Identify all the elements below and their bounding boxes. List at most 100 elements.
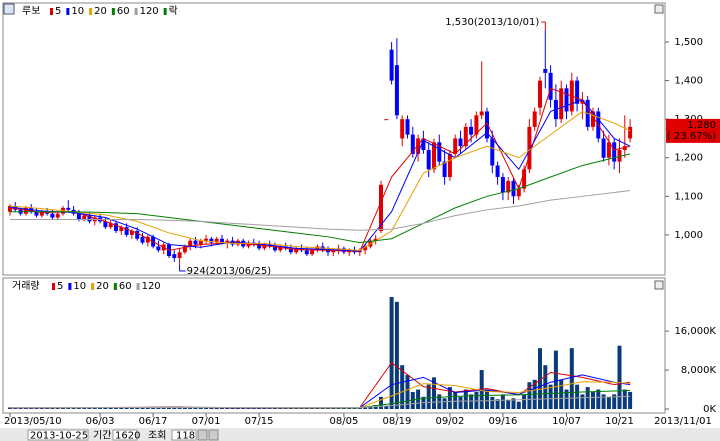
volume-bar xyxy=(591,391,595,409)
price-marker xyxy=(666,118,720,143)
candle-body xyxy=(384,119,389,121)
y-tick-label: 16,000K xyxy=(674,326,716,337)
candle-body xyxy=(87,215,92,222)
legend-label: 20 xyxy=(94,6,107,17)
volume-bar xyxy=(447,387,452,409)
candle-body xyxy=(490,138,495,166)
x-tick-label: 06/03 xyxy=(86,416,115,427)
volume-bar xyxy=(230,407,235,409)
candle-body xyxy=(39,211,44,216)
volume-bar xyxy=(506,400,511,409)
legend-swatch xyxy=(111,8,115,15)
candle-body xyxy=(432,142,436,170)
volume-bar xyxy=(368,406,373,409)
close-button[interactable] xyxy=(654,4,664,14)
volume-bar xyxy=(87,407,92,409)
candle-body xyxy=(273,246,277,251)
candle-body xyxy=(198,240,203,245)
volume-bar xyxy=(304,407,309,409)
candle-body xyxy=(34,211,39,216)
candle-body xyxy=(135,231,140,239)
legend-swatch xyxy=(136,283,140,290)
close-button[interactable] xyxy=(654,280,664,290)
legend-swatch xyxy=(68,283,72,290)
volume-bar xyxy=(341,407,346,409)
query-label: 조회 xyxy=(148,430,166,441)
candle-body xyxy=(400,119,405,139)
candle-body xyxy=(580,99,585,104)
period-label: 기간 xyxy=(93,430,111,441)
candle-body xyxy=(108,223,113,228)
volume-bar xyxy=(140,407,145,409)
volume-bar xyxy=(363,407,368,409)
candle-body xyxy=(628,126,633,139)
volume-bar xyxy=(251,407,256,409)
candle-body xyxy=(559,88,564,120)
candle-body xyxy=(421,138,426,151)
volume-bar xyxy=(384,406,389,409)
volume-bar xyxy=(13,407,18,409)
volume-bar xyxy=(331,407,336,409)
volume-bar xyxy=(288,407,293,409)
volume-bar xyxy=(92,407,97,409)
candle-body xyxy=(463,126,468,147)
candle-body xyxy=(8,205,12,212)
volume-bar xyxy=(347,407,352,409)
volume-bar xyxy=(161,407,166,409)
volume-bar xyxy=(61,407,65,409)
candle-body xyxy=(182,246,187,253)
count-input[interactable] xyxy=(171,429,197,441)
volume-bar xyxy=(432,377,436,409)
candle-body xyxy=(114,223,118,232)
candle-body xyxy=(315,246,320,251)
volume-bar xyxy=(55,407,60,409)
legend-swatch xyxy=(50,8,53,15)
volume-bar xyxy=(124,407,129,409)
candle-body xyxy=(310,250,315,255)
candle-body xyxy=(50,213,55,218)
volume-bar xyxy=(18,407,23,409)
candle-body xyxy=(447,153,452,178)
volume-bar xyxy=(156,407,161,409)
volume-bar xyxy=(394,301,399,409)
icon[interactable] xyxy=(3,3,15,15)
volume-bar xyxy=(50,407,55,409)
scroll-right[interactable] xyxy=(208,429,219,441)
candle-body xyxy=(156,246,161,251)
candle-body xyxy=(278,246,283,251)
candle-body xyxy=(225,240,230,243)
volume-bar xyxy=(39,407,44,409)
legend-swatch xyxy=(52,283,55,290)
candle-body xyxy=(543,69,548,73)
candle-body xyxy=(548,72,553,100)
x-tick-label: 09/16 xyxy=(488,416,517,427)
volume-bar xyxy=(543,365,548,409)
period-input[interactable] xyxy=(112,429,138,441)
volume-bar xyxy=(45,407,50,409)
scroll-left[interactable] xyxy=(197,429,208,441)
legend-label: 120 xyxy=(140,6,159,17)
y-tick-label: 1,000 xyxy=(674,230,703,241)
x-tick-label: 2013/05/10 xyxy=(4,416,62,427)
period-value: 1620 xyxy=(115,431,140,441)
moving-average xyxy=(10,395,631,409)
volume-bar xyxy=(8,407,12,409)
volume-bar xyxy=(299,407,304,409)
date-input[interactable] xyxy=(27,429,89,441)
volume-bar xyxy=(76,407,81,409)
candle-body xyxy=(389,49,394,81)
price-change: ( 23.67%) xyxy=(667,131,716,142)
candle-body xyxy=(410,134,415,154)
legend-swatch xyxy=(66,8,70,15)
volume-bar xyxy=(596,389,601,409)
candle-body xyxy=(442,161,447,178)
x-tick-label: 10/21 xyxy=(605,416,634,427)
volume-bar xyxy=(442,398,447,409)
legend-label: 10 xyxy=(71,6,84,17)
volume-bar xyxy=(538,348,542,409)
volume-bar xyxy=(204,407,209,409)
volume-bar xyxy=(453,391,458,409)
price-panel xyxy=(2,2,666,276)
candle-body xyxy=(617,150,622,162)
volume-bar xyxy=(34,407,39,409)
